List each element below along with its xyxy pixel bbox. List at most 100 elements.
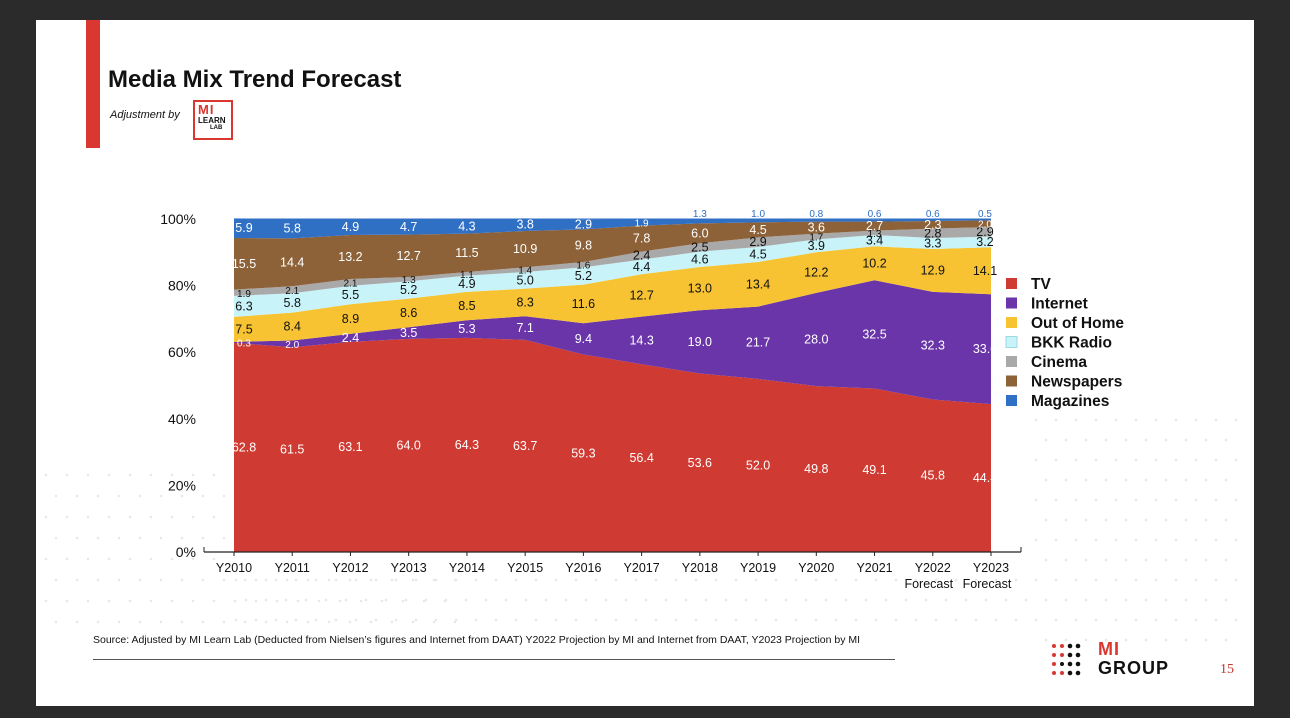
bg-dot: [1214, 458, 1218, 462]
bg-dot: [294, 618, 298, 622]
bg-dot: [1234, 458, 1238, 462]
bg-dot: [285, 578, 289, 582]
bg-dot: [201, 494, 205, 498]
bg-dot: [334, 618, 338, 622]
x-tick-label: Y2010: [216, 561, 252, 575]
source-note: Source: Adjusted by MI Learn Lab (Deduct…: [93, 634, 861, 646]
bg-dot: [754, 618, 758, 622]
bg-dot: [1064, 478, 1068, 482]
bg-dot: [1164, 478, 1168, 482]
bg-dot: [1204, 438, 1208, 442]
bg-dot: [1174, 498, 1178, 502]
data-label-internet: 19.0: [688, 335, 712, 349]
bg-dot: [1164, 598, 1168, 602]
bg-dot: [504, 598, 508, 602]
bg-dot: [464, 598, 468, 602]
bg-dot: [554, 578, 558, 582]
data-label-newspapers: 14.4: [280, 255, 304, 269]
bg-dot: [44, 515, 48, 519]
bg-dot: [1214, 538, 1218, 542]
legend-label: Newspapers: [1031, 374, 1122, 391]
data-label-tv: 49.1: [862, 463, 886, 477]
bg-dot: [1144, 638, 1148, 642]
data-label-newspapers: 7.8: [633, 232, 650, 246]
data-label-magazines: 0.8: [809, 209, 823, 220]
y-tick-label: 80%: [168, 278, 196, 294]
bg-dot: [584, 598, 588, 602]
bg-dot: [1144, 478, 1148, 482]
source-divider: [93, 659, 895, 660]
data-label-cinema: 1.7: [809, 232, 823, 243]
bg-dot: [212, 599, 216, 603]
bg-dot: [1074, 578, 1078, 582]
data-label-bkk-radio: 3.2: [976, 235, 993, 249]
area-cinema: [234, 226, 991, 296]
bg-dot: [1154, 538, 1158, 542]
bg-dot: [422, 599, 426, 603]
bg-dot: [1114, 458, 1118, 462]
page-number: 15: [1220, 662, 1234, 677]
bg-dot: [1124, 438, 1128, 442]
data-label-bkk-radio: 4.9: [458, 277, 475, 291]
bg-dot: [1044, 478, 1048, 482]
bg-dot: [1084, 638, 1088, 642]
bg-dot: [884, 598, 888, 602]
bg-dot: [1204, 598, 1208, 602]
bg-dot: [159, 494, 163, 498]
legend-swatch: [1006, 375, 1017, 387]
data-label-tv: 53.6: [688, 456, 712, 470]
bg-dot: [191, 599, 195, 603]
bg-dot: [243, 620, 247, 624]
area-out-of-home: [234, 246, 991, 342]
bg-dot: [594, 578, 598, 582]
bg-dot: [1044, 598, 1048, 602]
bg-dot: [1074, 538, 1078, 542]
x-tick-sublabel: Forecast: [904, 577, 953, 591]
bg-dot: [394, 618, 398, 622]
bg-dot: [284, 598, 288, 602]
bg-dot: [1204, 478, 1208, 482]
bg-dot: [1174, 618, 1178, 622]
bg-dot: [1224, 518, 1228, 522]
bg-dot: [444, 598, 448, 602]
bg-dot: [374, 578, 378, 582]
bg-dot: [1194, 618, 1198, 622]
bg-dot: [874, 618, 878, 622]
x-tick-label: Y2014: [449, 561, 485, 575]
data-label-internet: 32.3: [921, 339, 945, 353]
bg-dot: [96, 536, 100, 540]
bg-dot: [1224, 638, 1228, 642]
bg-dot: [614, 618, 618, 622]
bg-dot: [369, 578, 373, 582]
bg-dot: [1094, 458, 1098, 462]
bg-dot: [75, 578, 79, 582]
bg-dot: [222, 494, 226, 498]
data-label-internet: 28.0: [804, 333, 828, 347]
bg-dot: [1134, 418, 1138, 422]
bg-dot: [1034, 578, 1038, 582]
bg-dot: [354, 578, 358, 582]
bg-dot: [254, 599, 258, 603]
bg-dot: [138, 536, 142, 540]
bg-dot: [924, 598, 928, 602]
bg-dot: [994, 618, 998, 622]
bg-dot: [1064, 518, 1068, 522]
bg-dot: [117, 578, 121, 582]
bg-dot: [814, 618, 818, 622]
legend-label: TV: [1031, 276, 1051, 293]
data-label-cinema: 1.4: [518, 266, 532, 277]
data-label-tv: 61.5: [280, 443, 304, 457]
bg-dot: [804, 598, 808, 602]
bg-dot: [170, 473, 174, 477]
bg-dot: [149, 557, 153, 561]
bg-dot: [327, 578, 331, 582]
bg-dot: [65, 473, 69, 477]
bg-dot: [1014, 618, 1018, 622]
legend-label: Cinema: [1031, 354, 1087, 371]
accent-bar: [86, 20, 100, 148]
bg-dot: [86, 515, 90, 519]
data-label-out-of-home: 8.9: [342, 312, 359, 326]
bg-dot: [65, 557, 69, 561]
bg-dot: [65, 599, 69, 603]
x-tick-label: Y2016: [565, 561, 601, 575]
